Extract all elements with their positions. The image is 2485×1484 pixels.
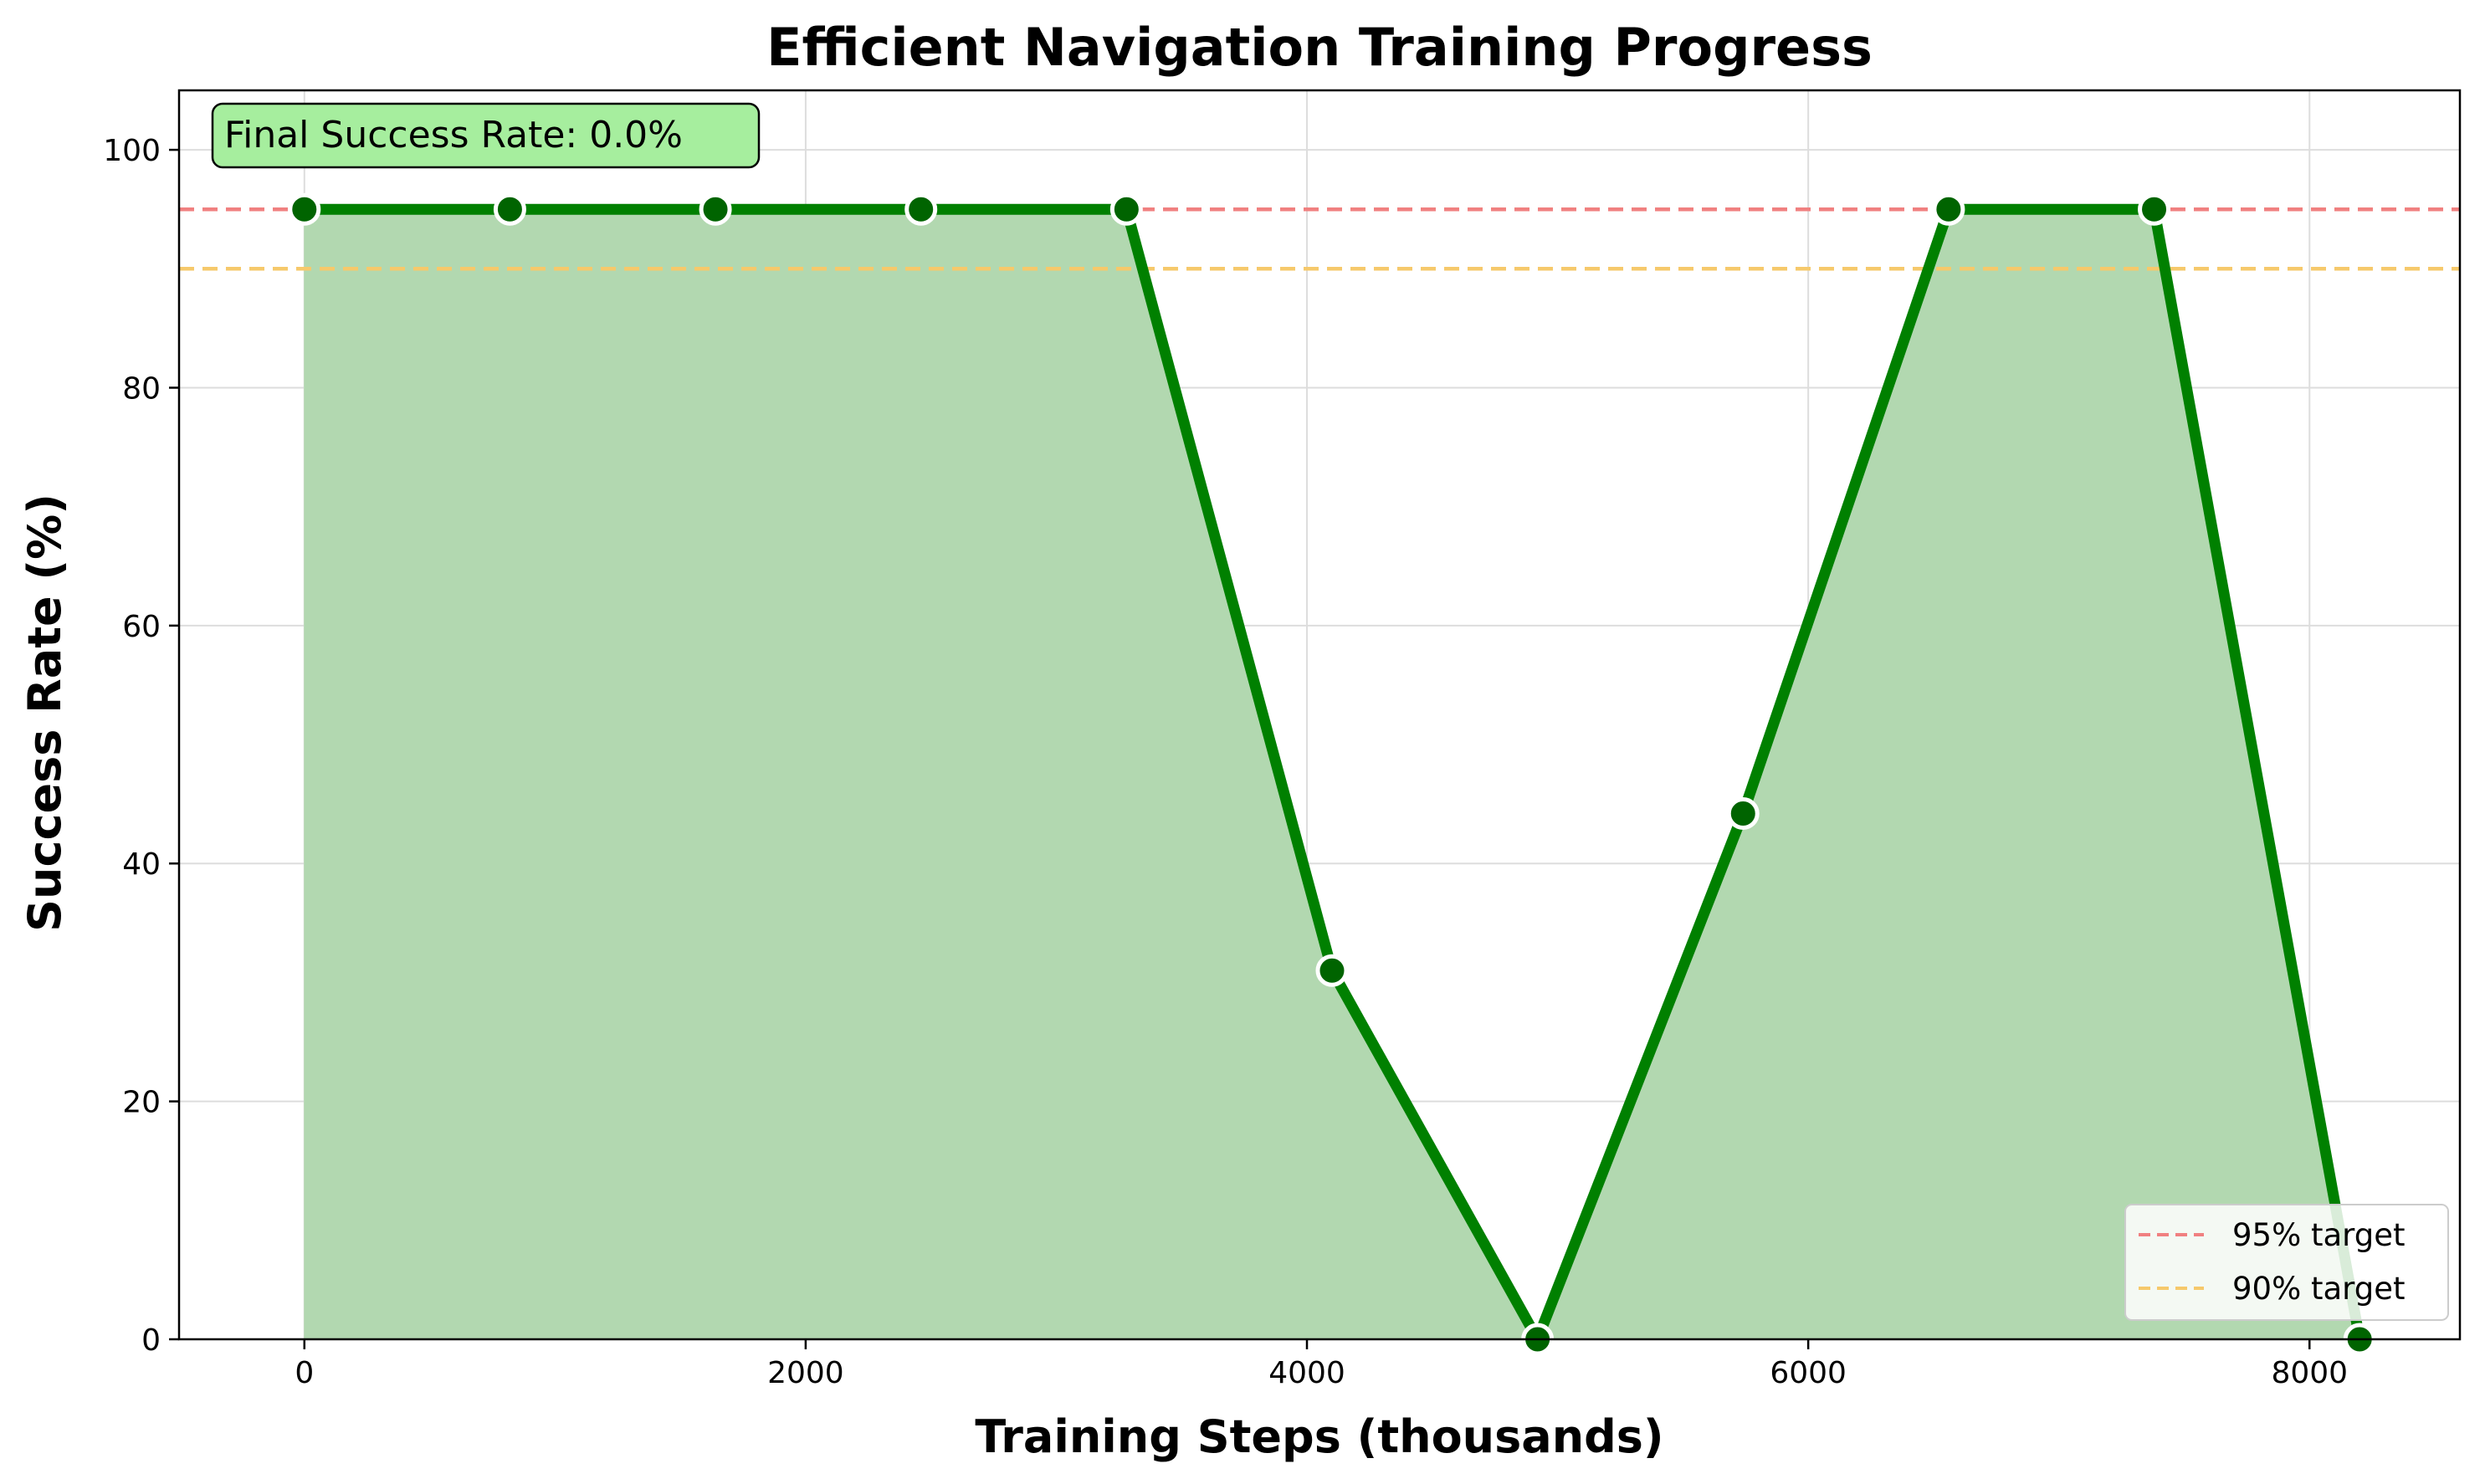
- x-tick-label: 0: [295, 1356, 314, 1390]
- y-tick-label: 60: [122, 610, 161, 644]
- x-axis-title: Training Steps (thousands): [975, 1410, 1663, 1463]
- legend-label-95: 95% target: [2232, 1217, 2406, 1253]
- x-tick-label: 6000: [1770, 1356, 1847, 1390]
- y-ticks: 0 20 40 60 80 100: [103, 134, 179, 1358]
- data-point: [1315, 954, 1349, 987]
- area-fill-group: [304, 208, 2360, 1341]
- x-ticks: 0 2000 4000 6000 8000: [295, 1339, 2348, 1390]
- data-points: [288, 192, 2376, 1356]
- data-point: [288, 192, 321, 226]
- annotation-text: Final Success Rate: 0.0%: [224, 114, 683, 156]
- data-point: [2138, 192, 2171, 226]
- chart-title: Efficient Navigation Training Progress: [766, 17, 1873, 78]
- annotation-box: [211, 102, 761, 169]
- plot-frame: [177, 89, 2462, 1341]
- data-point: [699, 192, 732, 226]
- data-point: [1109, 192, 1143, 226]
- legend: 95% target 90% target: [2124, 1204, 2449, 1321]
- data-point: [904, 192, 938, 226]
- data-point: [1726, 797, 1760, 831]
- final-success-annotation: Final Success Rate: 0.0%: [211, 102, 761, 169]
- y-tick-label: 0: [141, 1323, 161, 1358]
- legend-box: [2124, 1204, 2449, 1321]
- data-point: [493, 192, 526, 226]
- y-tick-label: 100: [103, 134, 161, 168]
- x-tick-label: 4000: [1268, 1356, 1345, 1390]
- legend-label-90: 90% target: [2232, 1271, 2406, 1307]
- data-point: [1932, 192, 1965, 226]
- y-tick-label: 40: [122, 847, 161, 882]
- y-tick-label: 20: [122, 1086, 161, 1120]
- x-tick-label: 2000: [767, 1356, 844, 1390]
- area-fill: [304, 208, 2360, 1341]
- y-axis-title: Success Rate (%): [18, 494, 71, 932]
- y-tick-label: 80: [122, 371, 161, 406]
- x-tick-label: 8000: [2271, 1356, 2348, 1390]
